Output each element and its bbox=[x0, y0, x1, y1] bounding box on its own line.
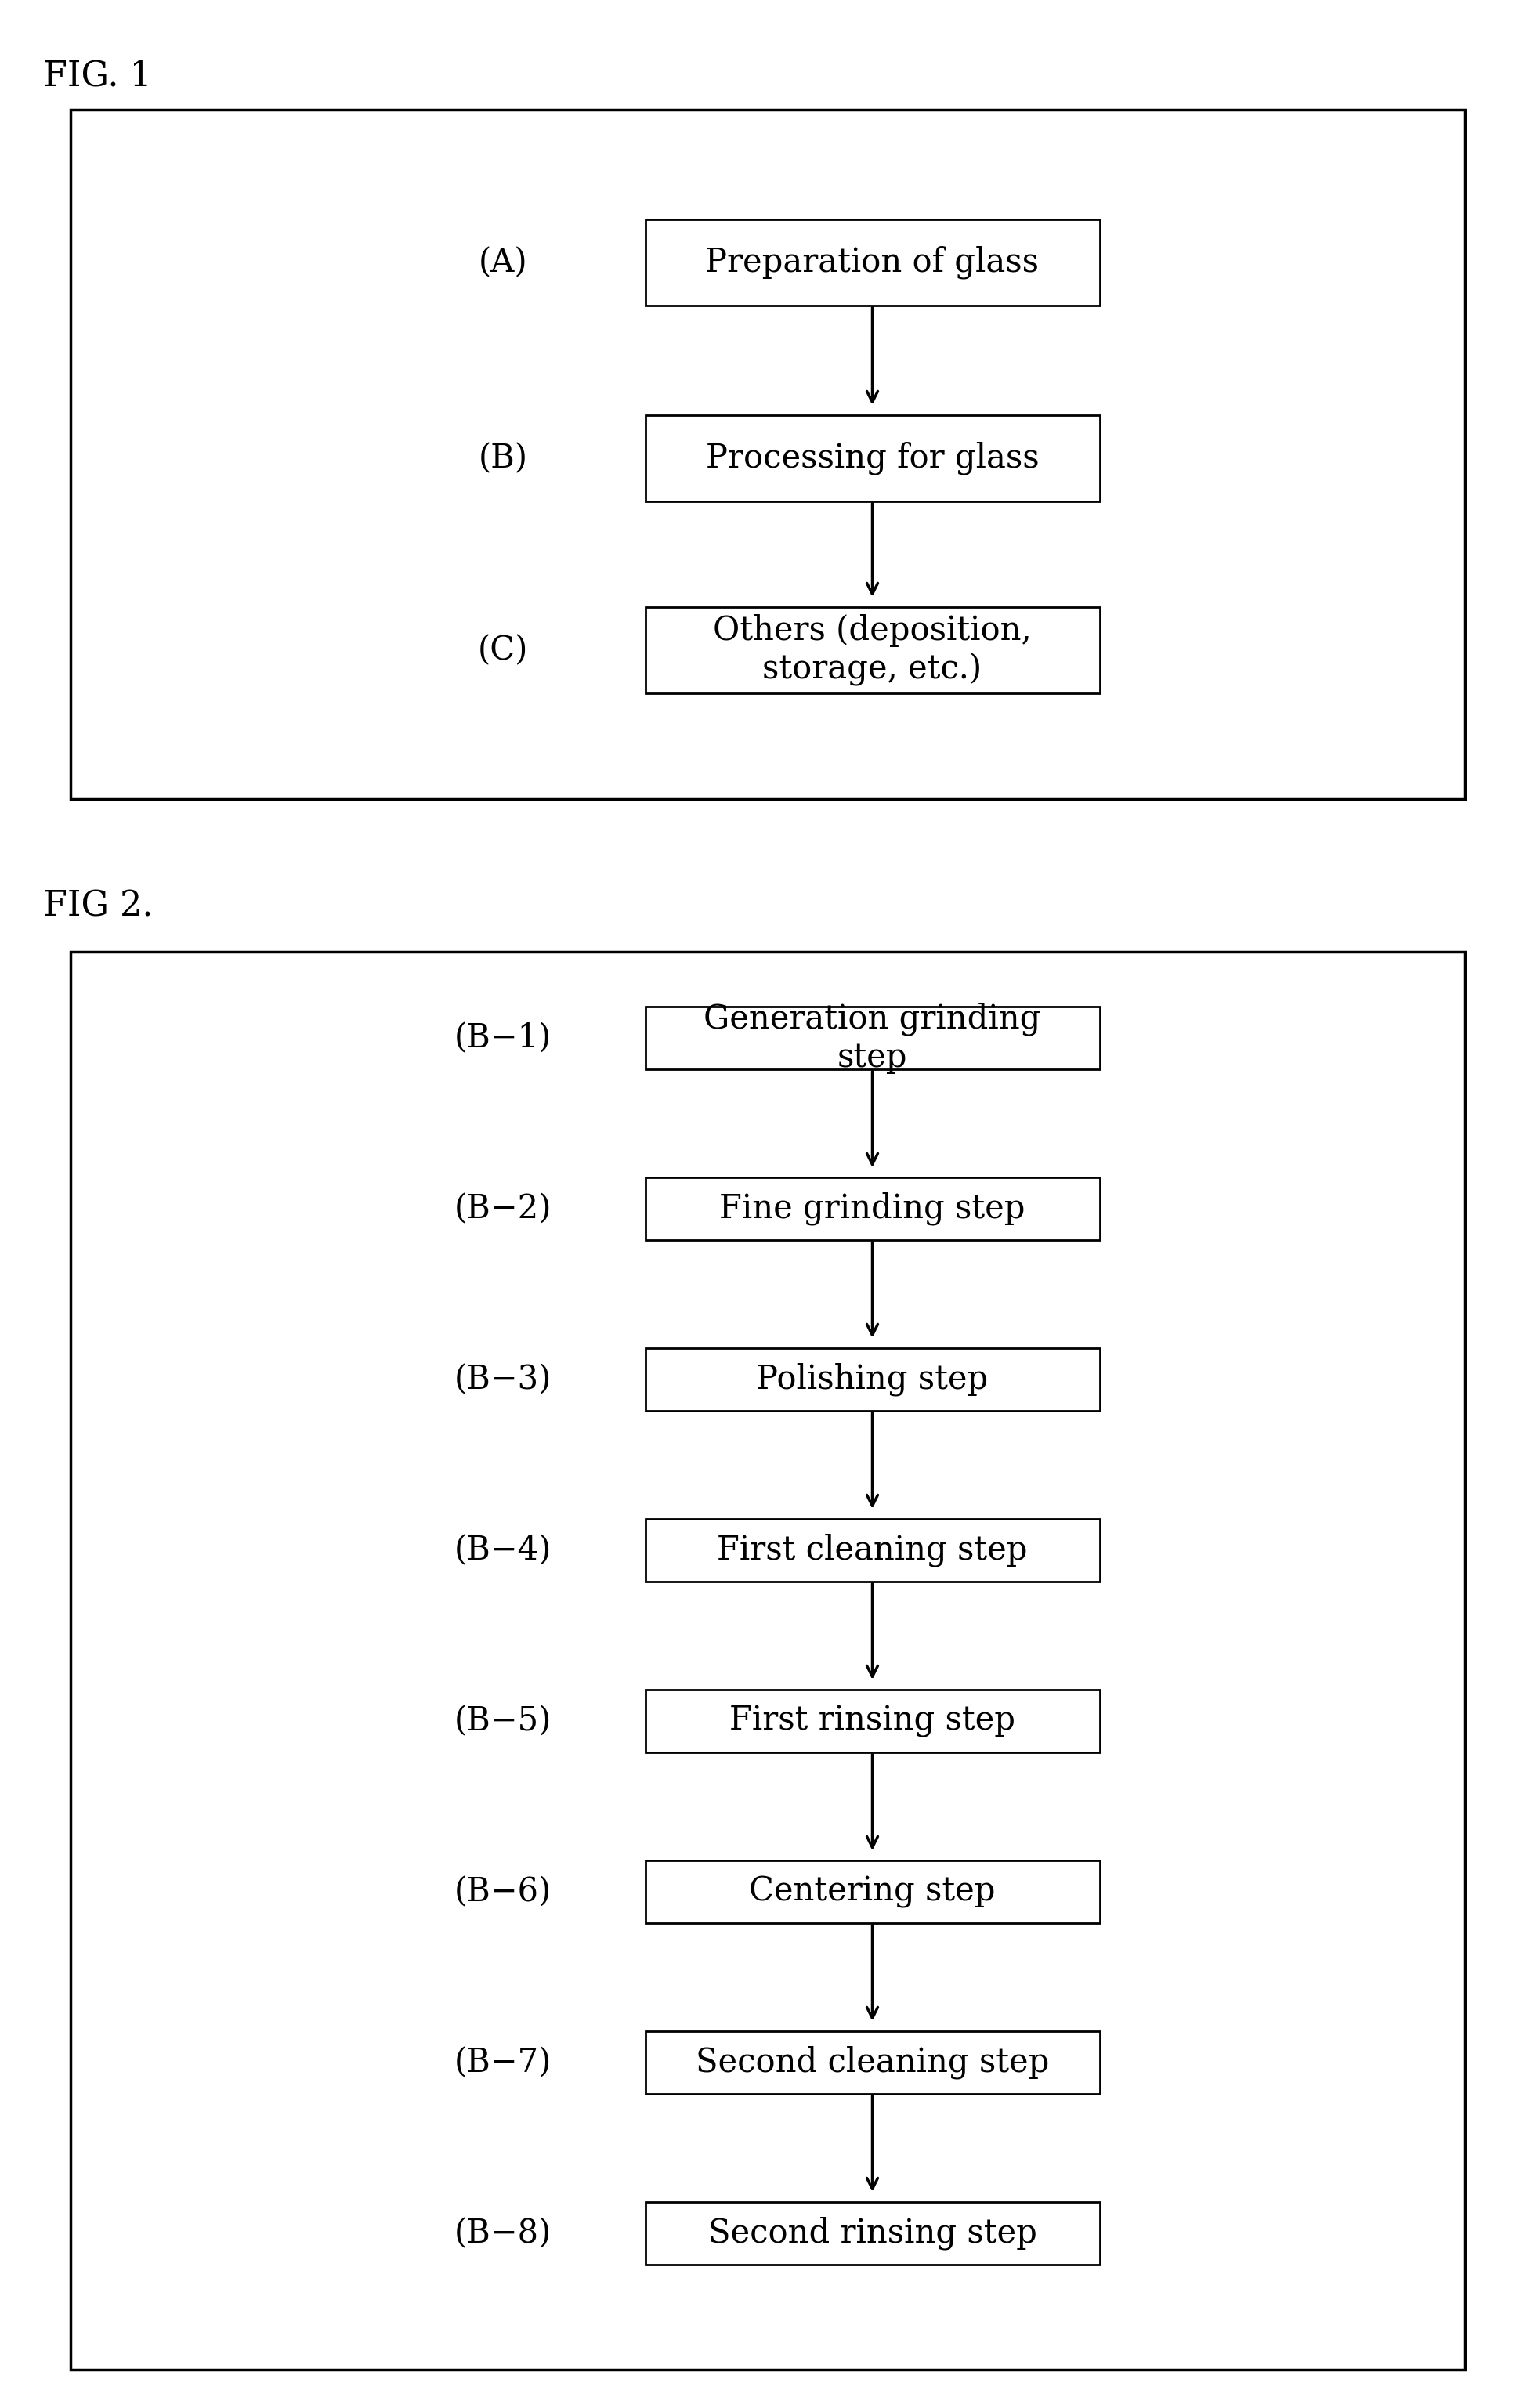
Text: First rinsing step: First rinsing step bbox=[730, 1705, 1016, 1739]
Bar bbox=[646, 1348, 1100, 1411]
Bar bbox=[646, 1178, 1100, 1240]
Text: FIG. 1: FIG. 1 bbox=[43, 58, 151, 92]
Bar bbox=[646, 607, 1100, 694]
Text: (B−3): (B−3) bbox=[454, 1363, 551, 1397]
Text: Centering step: Centering step bbox=[750, 1876, 996, 1907]
Text: First cleaning step: First cleaning step bbox=[718, 1534, 1028, 1568]
Bar bbox=[646, 2201, 1100, 2264]
Bar bbox=[646, 1690, 1100, 1753]
Text: Others (deposition,
storage, etc.): Others (deposition, storage, etc.) bbox=[713, 614, 1031, 686]
Text: Fine grinding step: Fine grinding step bbox=[719, 1192, 1025, 1226]
Bar bbox=[646, 1007, 1100, 1069]
Text: (B−4): (B−4) bbox=[454, 1534, 551, 1568]
Text: Processing for glass: Processing for glass bbox=[705, 441, 1039, 474]
Text: Generation grinding
step: Generation grinding step bbox=[704, 1002, 1040, 1074]
Text: (B−7): (B−7) bbox=[454, 2047, 551, 2078]
Text: (B−6): (B−6) bbox=[454, 1876, 551, 1907]
Text: (C): (C) bbox=[477, 633, 528, 667]
Text: (A): (A) bbox=[479, 246, 528, 279]
Text: (B−5): (B−5) bbox=[454, 1705, 551, 1739]
Text: (B−8): (B−8) bbox=[454, 2218, 551, 2249]
Bar bbox=[646, 1519, 1100, 1582]
Text: Polishing step: Polishing step bbox=[756, 1363, 988, 1397]
Bar bbox=[70, 951, 1466, 2369]
Bar bbox=[646, 1861, 1100, 1924]
Text: Second rinsing step: Second rinsing step bbox=[708, 2218, 1037, 2249]
Bar bbox=[646, 219, 1100, 306]
Text: FIG 2.: FIG 2. bbox=[43, 889, 153, 922]
Text: (B−1): (B−1) bbox=[454, 1021, 551, 1055]
Text: Second cleaning step: Second cleaning step bbox=[696, 2047, 1050, 2078]
Bar bbox=[70, 111, 1466, 799]
Text: Preparation of glass: Preparation of glass bbox=[705, 246, 1039, 279]
Text: (B): (B) bbox=[477, 441, 528, 474]
Text: (B−2): (B−2) bbox=[454, 1192, 551, 1226]
Bar bbox=[646, 414, 1100, 501]
Bar bbox=[646, 2032, 1100, 2095]
